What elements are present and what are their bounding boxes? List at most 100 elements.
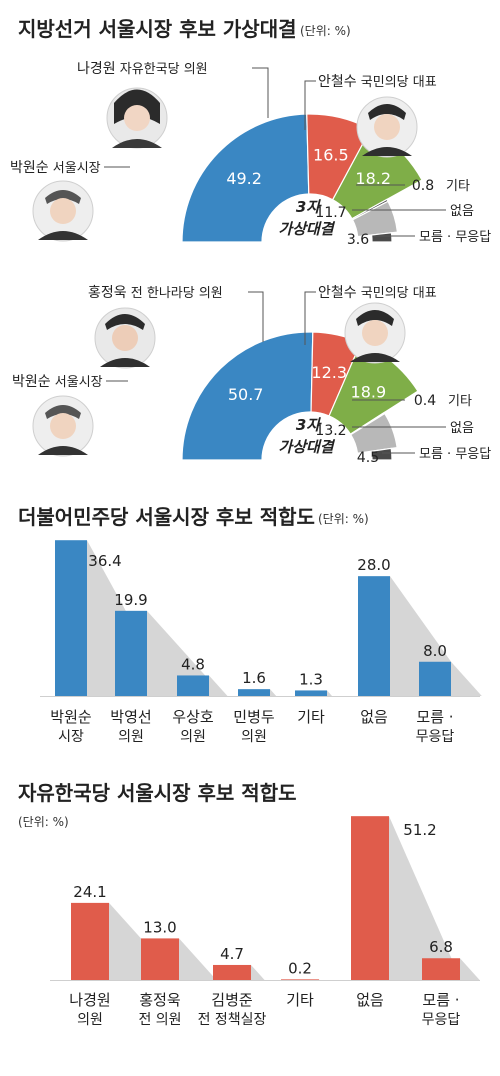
- bar-category-0-line-0: 나경원: [69, 991, 110, 1009]
- bar-category-5-line-0: 없음: [360, 708, 388, 726]
- label-hong: 홍정욱 전 한나라당 의원: [88, 285, 223, 301]
- bar-category-0-line-1: 의원: [77, 1012, 103, 1028]
- portrait-na-kyungwon: [106, 87, 168, 149]
- label-hong-role: 전 한나라당 의원: [131, 286, 223, 301]
- bar-value-0: 36.4: [88, 552, 121, 570]
- bar-shadow-3: [270, 689, 277, 696]
- leader-hong: [248, 291, 264, 342]
- bar-shadow-4: [327, 690, 333, 696]
- bar-2: [177, 675, 209, 696]
- bar-3: [281, 979, 319, 981]
- label-ahn-2: 안철수 국민의당 대표: [318, 285, 437, 301]
- donut-value-ahn: 18.9: [351, 382, 387, 401]
- bar-value-0: 24.1: [73, 883, 106, 901]
- bar-value-6: 8.0: [423, 642, 447, 660]
- bar-0: [71, 902, 109, 980]
- bar-value-3: 0.2: [288, 959, 312, 977]
- bar-value-5: 6.8: [429, 938, 453, 956]
- donut-center-line-1: 3자: [296, 198, 322, 216]
- bar-category-3-line-0: 기타: [286, 991, 314, 1009]
- donut-legend-dunno: 모름 · 무응답: [419, 447, 491, 462]
- donut-value-ahn: 18.2: [355, 169, 391, 188]
- donut-center-line-2: 가상대결: [278, 220, 335, 238]
- bar-shadow-3: [319, 979, 320, 980]
- bar-1: [141, 938, 179, 980]
- donut-value-none: 13.2: [315, 423, 346, 439]
- donut-value-park: 50.7: [228, 385, 264, 404]
- bar-value-1: 19.9: [114, 591, 147, 609]
- bar-shadow-0: [109, 902, 179, 980]
- donut-slice-park: [181, 113, 310, 243]
- donut-slice-dunno: [370, 447, 393, 461]
- bar-value-1: 13.0: [143, 918, 176, 936]
- label-ahn-1-name: 안철수: [318, 74, 357, 90]
- bar-5: [358, 576, 390, 696]
- label-park-1-name: 박원순: [10, 160, 49, 176]
- label-ahn-2-name: 안철수: [318, 285, 357, 301]
- donut-center-line-2: 가상대결: [278, 438, 335, 456]
- bar-5: [422, 958, 460, 980]
- bar-category-3-line-1: 의원: [241, 729, 267, 745]
- bar-1: [115, 610, 147, 696]
- donut-slice-park: [181, 331, 314, 461]
- bar-shadow-2: [209, 675, 228, 696]
- bar-0: [55, 540, 87, 696]
- bar-category-2-line-0: 김병준: [211, 991, 253, 1009]
- bar-category-1-line-0: 홍정욱: [139, 991, 180, 1009]
- bar-category-1-line-1: 의원: [118, 729, 144, 745]
- bar-4: [351, 816, 389, 980]
- label-park-2: 박원순 서울시장: [12, 374, 103, 390]
- label-ahn-1: 안철수 국민의당 대표: [318, 74, 437, 90]
- bar-value-2: 4.7: [220, 945, 244, 963]
- bar-2: [213, 964, 251, 980]
- section3-title: 더불어민주당 서울시장 후보 적합도: [18, 505, 315, 529]
- donut-value-etc: 0.4: [414, 393, 436, 409]
- leader-na-kyungwon: [252, 67, 269, 118]
- section3-unit: (단위: %): [318, 512, 369, 526]
- label-ahn-2-role: 국민의당 대표: [361, 286, 437, 301]
- bar-shadow-4: [389, 816, 461, 980]
- donut-value-opponent: 16.5: [313, 145, 349, 164]
- bar-value-2: 4.8: [181, 655, 205, 673]
- label-park-2-role: 서울시장: [55, 375, 103, 390]
- bar-shadow-6: [451, 661, 482, 696]
- leader-ahn-2: [304, 291, 316, 345]
- donut-value-none: 11.7: [315, 205, 346, 221]
- bar-shadow-1: [179, 938, 217, 980]
- bar-6: [419, 661, 451, 696]
- bar-category-5-line-0: 모름 ·: [422, 991, 459, 1009]
- donut-legend-none: 없음: [450, 204, 474, 219]
- portrait-ahn-cheolsoo-1: [356, 96, 418, 158]
- donut-legend-none: 없음: [450, 421, 474, 436]
- label-park-1: 박원순 서울시장: [10, 160, 101, 176]
- leader-ahn-1: [304, 80, 316, 130]
- bar-shadow-1: [147, 610, 224, 696]
- donut-legend-etc: 기타: [448, 394, 472, 409]
- bar-shadow-5: [460, 958, 480, 980]
- section4-title: 자유한국당 서울시장 후보 적합도: [18, 781, 297, 805]
- donut-value-dunno: 4.5: [357, 450, 379, 466]
- bar-value-4: 1.3: [299, 670, 323, 688]
- section4-unit: (단위: %): [18, 815, 69, 829]
- bar-category-1-line-0: 박영선: [110, 708, 151, 726]
- section1-unit: (단위: %): [300, 24, 351, 38]
- bar-category-6-line-0: 모름 ·: [416, 708, 453, 726]
- label-park-1-role: 서울시장: [53, 161, 101, 176]
- bar-category-6-line-1: 무응답: [416, 729, 455, 745]
- donut-center-line-1: 3자: [296, 416, 322, 434]
- donut-value-park: 49.2: [226, 169, 262, 188]
- portrait-hong-jeonguk: [94, 307, 156, 369]
- donut-slice-dunno: [370, 232, 393, 243]
- label-na-kyungwon: 나경원 자유한국당 의원: [77, 61, 208, 77]
- bar-shadow-5: [390, 576, 476, 696]
- bar-4: [295, 690, 327, 696]
- portrait-park-wonsoon-2: [32, 395, 94, 457]
- label-na-kyungwon-name: 나경원: [77, 61, 116, 77]
- donut-legend-etc: 기타: [446, 179, 470, 194]
